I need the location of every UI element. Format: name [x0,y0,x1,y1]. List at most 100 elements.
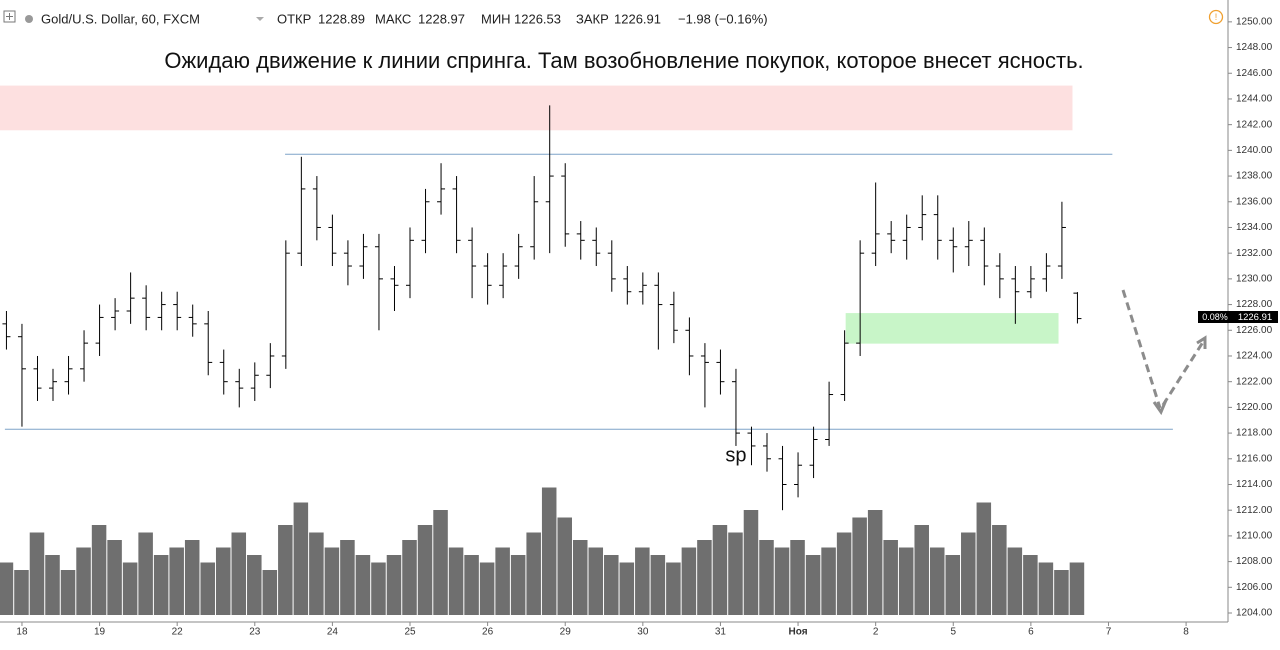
volume-bar [836,532,852,615]
y-tick-label: 1228.00 [1236,299,1273,310]
ohlc-bar [530,176,539,260]
volume-bar [45,555,60,615]
price-tag-value: 1226.91 [1238,312,1272,323]
volume-bar [138,532,153,615]
ohlc-bar [80,330,89,382]
volume-bar [278,525,293,615]
ohlc-bar [669,291,678,344]
y-tick-label: 1250.00 [1236,16,1273,27]
y-tick-label: 1226.00 [1236,325,1273,336]
ohlc-bar [716,349,725,395]
volume-bar [386,555,402,615]
x-tick-label: 24 [327,627,339,638]
volume-bar [883,540,898,615]
ohlc-bar [638,272,647,305]
volume-bar [852,517,867,615]
volume-bar [650,555,666,615]
alert-icon[interactable] [1208,9,1224,25]
symbol-dropdown[interactable] [256,17,264,21]
volume-bar [60,570,76,615]
ohlc-bar [747,426,756,466]
ohlc-bar [142,285,151,331]
volume-bar [184,540,200,615]
alert-icon: ! [1215,12,1218,22]
ohlc-bar [64,355,73,395]
x-tick-label: 22 [172,627,184,638]
y-tick-label: 1212.00 [1236,505,1273,516]
ohlc-bar [483,253,492,305]
ohlc-bar [49,368,58,401]
ohlc-bar [731,368,740,446]
volume-bar [759,540,774,615]
symbol[interactable]: Gold/U.S. Dollar, 60, FXCM [41,11,200,26]
ohlc-label: ЗАКР [576,11,609,26]
annotation: Ожидаю движение к линии спринга. Там воз… [164,48,1083,73]
volume-bar [914,525,929,615]
ohlc-bar [949,227,958,273]
x-tick-label: 18 [16,627,28,638]
ohlc-bar [1073,292,1082,324]
y-tick-label: 1224.00 [1236,351,1273,362]
ohlc-bar [964,221,973,267]
x-tick-label: 8 [1183,627,1189,638]
ohlc-bar [902,214,911,260]
ohlc-bar [514,233,523,279]
ohlc-bar [685,317,694,376]
volume-bar [805,555,821,615]
ohlc-bar [111,298,120,331]
ohlc-bar [390,266,399,311]
ohlc-bar [607,240,616,292]
volume-bar [945,555,961,615]
ohlc-bar [499,253,508,299]
ohlc-bar [887,221,896,254]
ohlc-bar [700,343,709,408]
volume-bar [262,570,278,615]
zone [0,85,1073,131]
y-tick-label: 1218.00 [1236,428,1273,439]
volume-bar [929,547,945,615]
ohlc-bar [825,381,834,446]
ohlc-bar [654,272,663,350]
x-tick-label: 30 [637,627,649,638]
ohlc-value: 1228.89 [318,11,365,26]
ohlc-bar [406,227,415,299]
ohlc-bar [452,176,461,254]
volume-bar [1007,547,1023,615]
ohlc-label: МИН [481,11,511,26]
volume-bar [371,562,386,615]
x-tick-label: 25 [404,627,416,638]
ohlc-bar [545,105,554,254]
ohlc-bar [266,343,275,389]
ohlc-bar [359,233,368,279]
volume-bar [293,502,309,615]
volume-bar [340,540,355,615]
expand-icon[interactable] [3,10,16,23]
volume-bar [541,487,557,615]
status-dot [25,15,33,23]
x-tick-label: Ноя [789,627,808,638]
volume-bar [1038,562,1054,615]
ohlc-bar [281,240,290,369]
ohlc-bar [312,176,321,241]
price-tag [1232,311,1278,323]
volume-bar [402,540,417,615]
ohlc-bar [592,227,601,267]
volume-bar [743,510,759,615]
volume-bar [200,562,215,615]
y-tick-label: 1216.00 [1236,453,1273,464]
ohlc-bar [33,355,42,401]
forecast-arrow [1121,289,1162,409]
ohlc-bar [468,227,477,299]
volume-bar [464,555,479,615]
volume-bar [1023,555,1038,615]
x-tick-label: 2 [873,627,879,638]
zone [845,313,1059,344]
ohlc-bar [980,227,989,286]
ohlc-bar [576,221,585,260]
volume-bar [821,547,836,615]
volume-bar [728,532,743,615]
y-tick-label: 1204.00 [1236,608,1273,619]
volume-bar [898,547,914,615]
y-tick-label: 1230.00 [1236,274,1273,285]
volume-bar [215,547,231,615]
